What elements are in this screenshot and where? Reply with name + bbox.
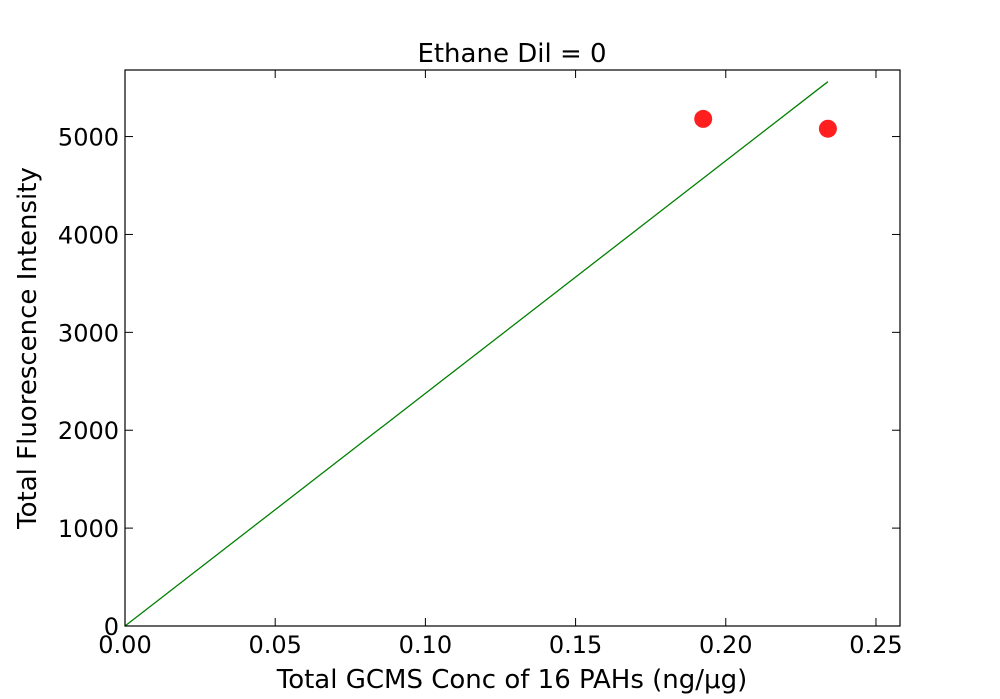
plot-layer bbox=[124, 81, 837, 627]
x-tick-label: 0.10 bbox=[399, 631, 452, 659]
y-axis-label: Total Fluorescence Intensity bbox=[13, 167, 43, 530]
x-tick-label: 0.25 bbox=[849, 631, 902, 659]
y-axis-ticks: 0 1000 2000 3000 4000 5000 bbox=[58, 124, 900, 641]
y-tick-label: 1000 bbox=[58, 515, 119, 543]
fit-line bbox=[124, 81, 829, 627]
y-tick-label: 0 bbox=[104, 613, 119, 641]
x-tick-label: 0.00 bbox=[98, 631, 151, 659]
y-tick-label: 5000 bbox=[58, 124, 119, 152]
data-point bbox=[818, 119, 837, 138]
data-point bbox=[694, 109, 713, 128]
plot-frame bbox=[124, 69, 901, 627]
y-tick-label: 4000 bbox=[58, 221, 119, 249]
x-tick-label: 0.05 bbox=[248, 631, 301, 659]
x-tick-label: 0.15 bbox=[549, 631, 602, 659]
y-tick-label: 3000 bbox=[58, 319, 119, 347]
x-tick-label: 0.20 bbox=[699, 631, 752, 659]
chart-title: Ethane Dil = 0 bbox=[417, 39, 606, 69]
x-axis-ticks: 0.00 0.05 0.10 0.15 0.20 0.25 bbox=[98, 70, 903, 659]
y-tick-label: 2000 bbox=[58, 417, 119, 445]
x-axis-label: Total GCMS Conc of 16 PAHs (ng/μg) bbox=[276, 665, 748, 695]
